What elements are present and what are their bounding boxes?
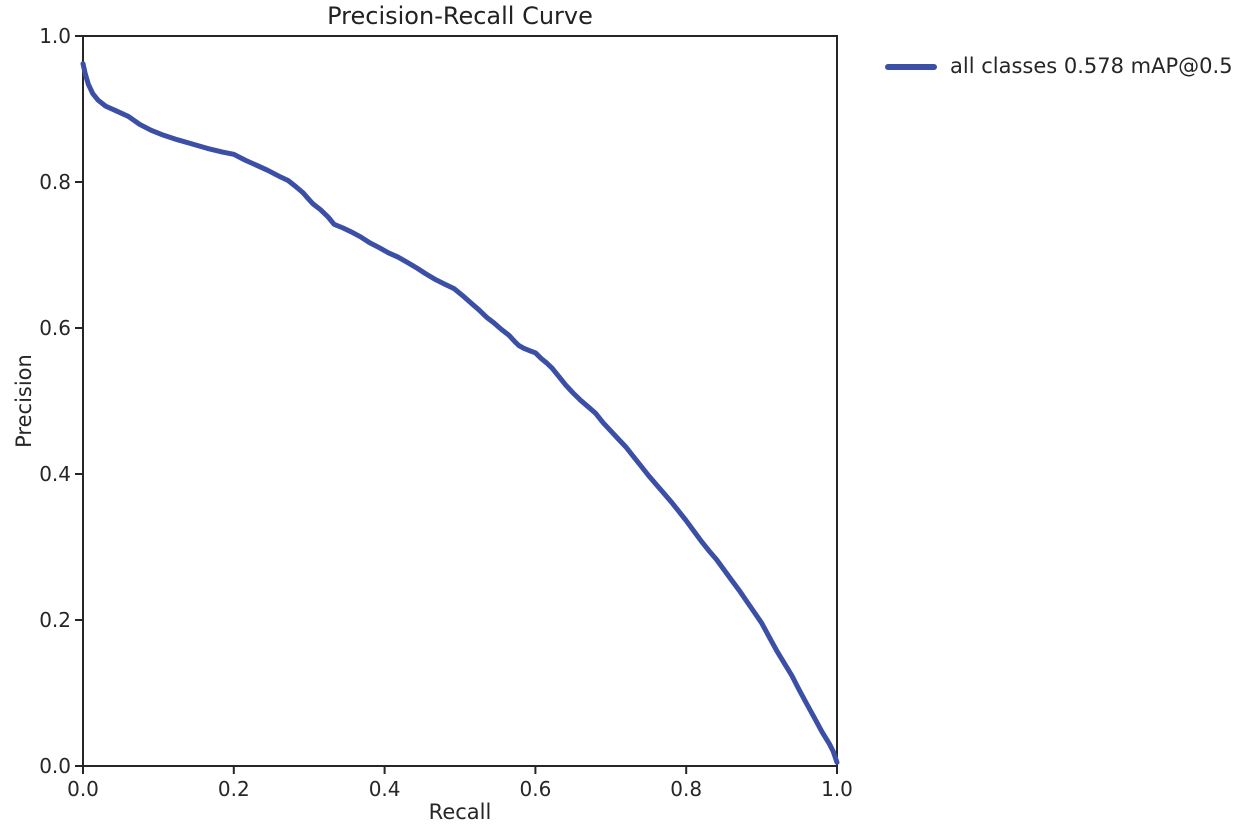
x-axis-label: Recall: [428, 800, 492, 824]
x-tick-label: 0.0: [67, 777, 99, 801]
x-tick-label: 0.4: [369, 777, 401, 801]
legend-line-swatch: [885, 63, 937, 70]
y-tick-label: 0.8: [39, 170, 71, 194]
legend: all classes 0.578 mAP@0.5: [885, 54, 1233, 79]
legend-label: all classes 0.578 mAP@0.5: [950, 54, 1233, 78]
y-tick-label: 0.0: [39, 754, 71, 778]
pr-curve-line: [80, 61, 840, 765]
y-axis-label: Precision: [12, 354, 36, 448]
y-tick-label: 1.0: [39, 24, 71, 48]
y-tick-label: 0.4: [39, 462, 71, 486]
x-tick-label: 0.8: [670, 777, 702, 801]
y-tick-label: 0.6: [39, 316, 71, 340]
chart-title: Precision-Recall Curve: [327, 2, 593, 30]
y-tick-label: 0.2: [39, 608, 71, 632]
axes-box: [82, 35, 838, 767]
x-tick-label: 0.2: [218, 777, 250, 801]
x-tick-label: 1.0: [821, 777, 853, 801]
x-tick-label: 0.6: [519, 777, 551, 801]
